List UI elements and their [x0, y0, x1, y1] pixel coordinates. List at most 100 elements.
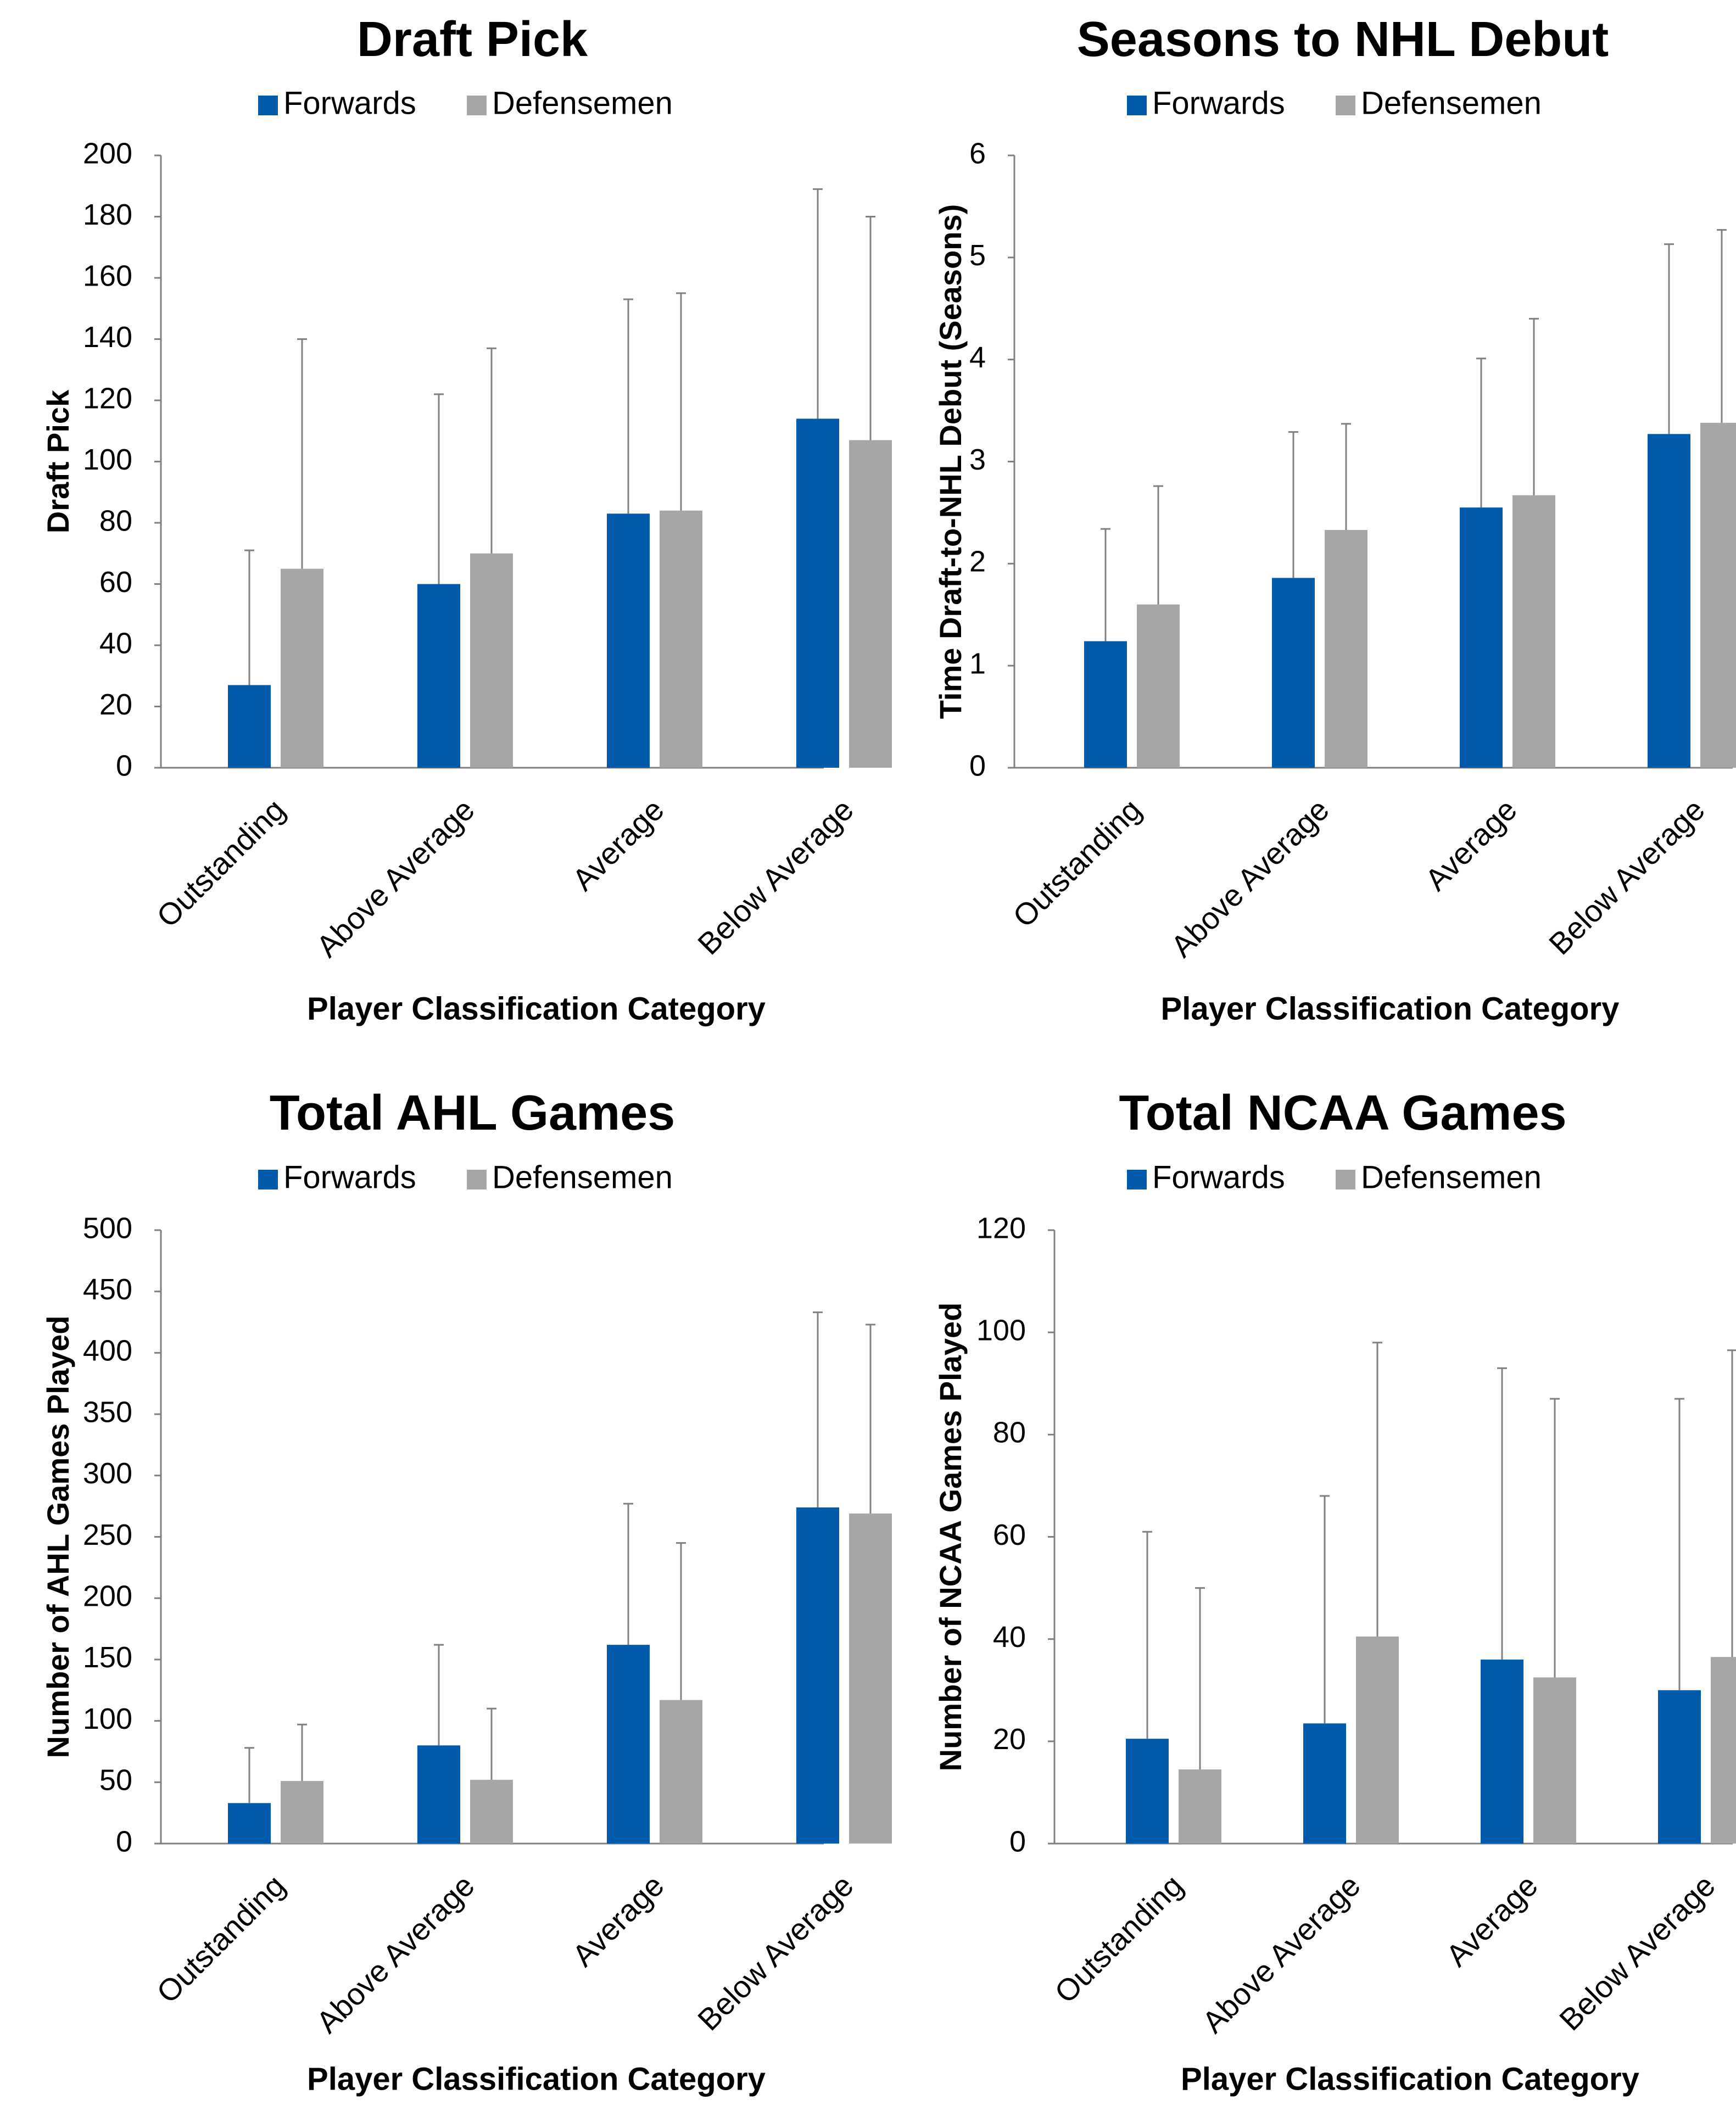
legend-label: Forwards: [1152, 1159, 1285, 1195]
y-tick-label: 100: [976, 1314, 1026, 1347]
chart-panel-4: Total NCAA Games Forwards Defensemen 0 20 40 6…: [933, 1086, 1736, 2097]
y-tick-label: 3: [969, 443, 986, 476]
y-tick-label: 0: [1009, 1825, 1026, 1858]
chart-panel-3: Total AHL Games Forwards Defensemen 0 50 100 1…: [41, 1086, 892, 2097]
bar-forwards-below-average: [796, 418, 839, 768]
bar-forwards-average: [607, 1645, 650, 1844]
y-axis-label: Number of NCAA Games Played: [933, 1303, 968, 1772]
chart-panel-2: Seasons to NHL Debut Forwards Defensemen 0 1…: [933, 12, 1736, 1026]
y-tick-label: 2: [969, 545, 986, 578]
legend-swatch: [1127, 96, 1147, 115]
legend-label: Defensemen: [1361, 1159, 1542, 1195]
legend-entry-forwards: Forwards: [258, 85, 416, 121]
x-category-label: Above Average: [1196, 1868, 1367, 2039]
x-category-label: Above Average: [310, 1868, 481, 2039]
x-category-label: Average: [1419, 792, 1523, 897]
legend-swatch: [467, 1170, 487, 1189]
y-tick-label: 80: [99, 504, 132, 537]
legend-entry-defensemen: Defensemen: [467, 85, 673, 121]
legend-label: Defensemen: [492, 1159, 673, 1195]
y-tick-label: 400: [83, 1334, 132, 1367]
y-tick-label: 80: [993, 1416, 1026, 1449]
y-tick-label: 0: [116, 749, 132, 782]
y-tick-label: 200: [83, 1579, 132, 1612]
y-tick-label: 40: [993, 1621, 1026, 1654]
bar-defensemen-above-average: [470, 1779, 513, 1844]
bar-defensemen-below-average: [1711, 1657, 1736, 1844]
bar-defensemen-above-average: [470, 553, 513, 768]
x-category-label: Above Average: [1164, 792, 1336, 963]
x-category-label: Outstanding: [150, 792, 292, 934]
bar-forwards-outstanding: [228, 1803, 271, 1844]
y-tick-label: 0: [969, 749, 986, 782]
y-tick-label: 60: [99, 566, 132, 599]
legend-swatch: [1336, 1170, 1355, 1189]
y-tick-label: 250: [83, 1518, 132, 1551]
legend-entry-forwards: Forwards: [258, 1159, 416, 1195]
x-category-label: Below Average: [1542, 792, 1711, 961]
legend-label: Forwards: [283, 85, 416, 121]
bar-defensemen-above-average: [1325, 530, 1367, 768]
x-category-label: Below Average: [691, 792, 860, 961]
legend-swatch: [258, 96, 278, 115]
bar-defensemen-below-average: [1700, 422, 1736, 768]
y-tick-label: 160: [83, 259, 132, 292]
y-tick-label: 200: [83, 137, 132, 170]
legend-swatch: [1127, 1170, 1147, 1189]
x-category-label: Below Average: [1553, 1868, 1722, 2037]
y-tick-label: 60: [993, 1518, 1026, 1551]
x-category-label: Average: [566, 792, 671, 897]
y-tick-label: 100: [83, 443, 132, 476]
y-tick-label: 0: [116, 1825, 132, 1858]
y-tick-label: 180: [83, 198, 132, 231]
legend-label: Defensemen: [492, 85, 673, 121]
legend-swatch: [258, 1170, 278, 1189]
y-tick-label: 1: [969, 647, 986, 680]
y-tick-label: 20: [993, 1723, 1026, 1756]
y-axis-label: Draft Pick: [41, 389, 75, 533]
y-tick-label: 20: [99, 688, 132, 721]
bar-forwards-outstanding: [1084, 641, 1127, 768]
bar-defensemen-outstanding: [1179, 1769, 1221, 1844]
bar-forwards-below-average: [796, 1507, 839, 1844]
legend-label: Defensemen: [1361, 85, 1542, 121]
legend-entry-defensemen: Defensemen: [1336, 1159, 1542, 1195]
y-tick-label: 50: [99, 1764, 132, 1797]
x-category-label: Below Average: [691, 1868, 860, 2037]
chart-title: Total NCAA Games: [1119, 1086, 1566, 1141]
legend-label: Forwards: [283, 1159, 416, 1195]
x-category-label: Average: [1439, 1868, 1544, 1973]
legend-entry-defensemen: Defensemen: [467, 1159, 673, 1195]
bar-forwards-below-average: [1648, 434, 1690, 768]
bar-forwards-above-average: [417, 1745, 460, 1844]
y-tick-label: 6: [969, 137, 986, 170]
y-tick-label: 300: [83, 1457, 132, 1490]
x-axis-label: Player Classification Category: [1181, 2061, 1639, 2097]
y-tick-label: 100: [83, 1702, 132, 1735]
bar-forwards-average: [1481, 1659, 1523, 1844]
legend-entry-forwards: Forwards: [1127, 85, 1285, 121]
y-tick-label: 120: [976, 1211, 1026, 1244]
x-category-label: Outstanding: [1048, 1868, 1190, 2009]
y-tick-label: 120: [83, 382, 132, 415]
bar-defensemen-outstanding: [281, 1781, 323, 1844]
bar-forwards-above-average: [1272, 578, 1315, 768]
x-axis-label: Player Classification Category: [307, 2061, 766, 2097]
y-tick-label: 150: [83, 1641, 132, 1674]
bar-defensemen-below-average: [849, 440, 892, 768]
legend-entry-defensemen: Defensemen: [1336, 85, 1542, 121]
bar-defensemen-average: [660, 1700, 702, 1844]
x-category-label: Above Average: [310, 792, 481, 963]
x-category-label: Average: [566, 1868, 671, 1973]
bar-defensemen-outstanding: [281, 568, 323, 768]
y-tick-label: 350: [83, 1395, 132, 1428]
chart-panel-1: Draft Pick Forwards Defensemen 0 20 40 60 80 100…: [41, 12, 892, 1026]
y-tick-label: 500: [83, 1211, 132, 1244]
legend-label: Forwards: [1152, 85, 1285, 121]
x-axis-label: Player Classification Category: [307, 991, 766, 1026]
y-tick-label: 40: [99, 627, 132, 660]
bar-forwards-above-average: [1303, 1723, 1346, 1844]
legend-swatch: [467, 96, 487, 115]
bar-defensemen-average: [660, 510, 702, 768]
